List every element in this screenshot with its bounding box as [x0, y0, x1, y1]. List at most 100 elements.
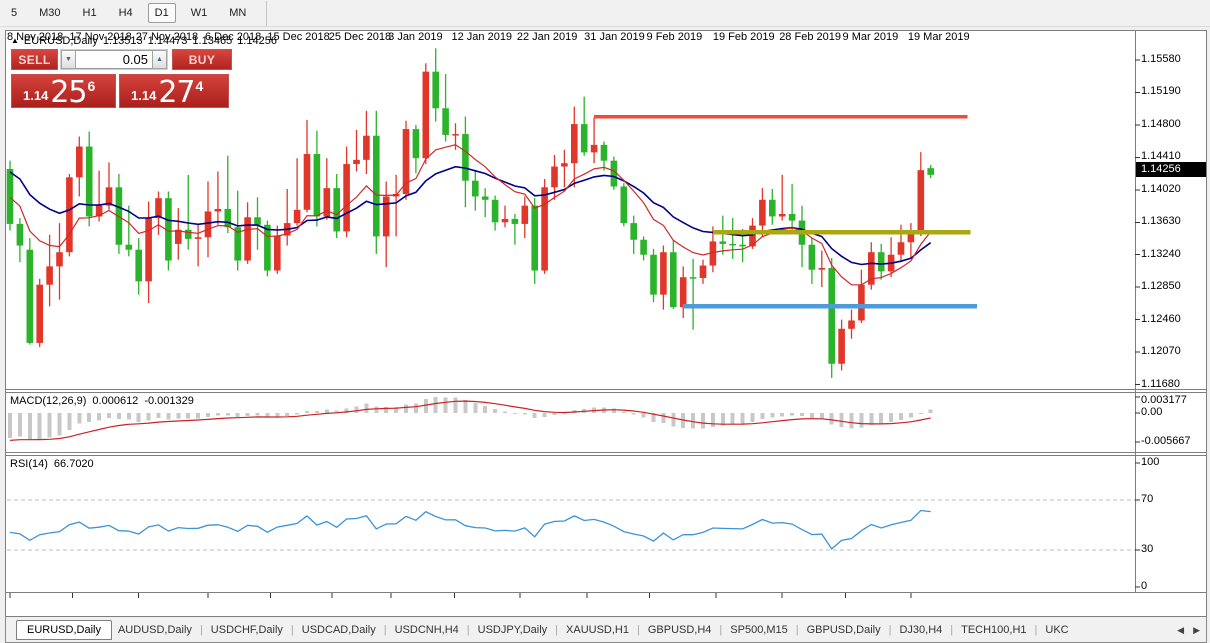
chart-tab-eurusd-daily[interactable]: EURUSD,Daily	[16, 619, 112, 640]
candle	[521, 205, 529, 224]
candle	[135, 249, 142, 282]
tab-separator: |	[555, 623, 559, 636]
candle	[917, 170, 925, 233]
candle	[818, 268, 826, 270]
candle	[165, 198, 172, 261]
candle	[382, 196, 390, 237]
candle	[590, 144, 598, 153]
candle	[838, 328, 845, 364]
macd-pane-label: MACD(12,26,9) 0.000612 -0.001329	[10, 395, 194, 407]
timeframe-toolbar: 5 M30 H1 H4 D1 W1 MN	[0, 0, 1210, 27]
sell-price-sup: 6	[87, 78, 96, 94]
candle	[739, 244, 746, 247]
candle	[373, 135, 380, 237]
candle	[580, 124, 588, 153]
time-axis-label: 22 Jan 2019	[516, 31, 578, 43]
volume-input[interactable]	[76, 50, 152, 69]
timeframe-button-m30[interactable]: M30	[39, 7, 61, 19]
candle	[610, 160, 618, 187]
candle	[363, 135, 370, 160]
chart-tab-bar: EURUSD,Daily AUDUSD,Daily | USDCHF,Daily | US…	[5, 617, 1207, 643]
candle	[462, 134, 469, 181]
candle	[511, 218, 519, 224]
candle	[877, 252, 885, 272]
candle	[868, 252, 875, 285]
current-price-tag: 1.14256	[1136, 162, 1206, 178]
timeframe-button-mn[interactable]: MN	[229, 7, 247, 19]
chart-tab-usdcad-daily[interactable]: USDCAD,Daily	[301, 623, 376, 636]
candle	[76, 146, 83, 178]
candle	[561, 163, 568, 167]
candle	[531, 205, 538, 271]
time-axis-label: 31 Jan 2019	[584, 31, 645, 43]
volume-decrease-button[interactable]: ▼	[61, 50, 76, 69]
sell-price-display[interactable]: 1.14 25 6	[11, 74, 116, 108]
candle	[95, 205, 103, 217]
chart-tab-usdchf-daily[interactable]: USDCHF,Daily	[210, 623, 283, 636]
chart-tab-usdcnh-h4[interactable]: USDCNH,H4	[394, 623, 459, 636]
chart-tab-tech100-h1[interactable]: TECH100,H1	[961, 623, 1027, 636]
timeframe-button-h1[interactable]: H1	[82, 7, 97, 19]
rsi-axis-label: 70	[1141, 493, 1154, 506]
candle	[778, 213, 786, 217]
candle	[600, 144, 608, 161]
candle	[491, 199, 499, 223]
collapse-trade-panel-icon[interactable]: ▲	[11, 36, 19, 45]
buy-price-display[interactable]: 1.14 27 4	[119, 74, 229, 108]
candle	[85, 146, 93, 217]
tab-separator: |	[636, 623, 640, 636]
candle	[620, 186, 628, 224]
time-axis-label: 17 Nov 2018	[69, 31, 132, 43]
tab-separator: |	[1034, 623, 1038, 636]
candle	[660, 252, 667, 295]
candle	[412, 129, 420, 159]
candle	[303, 154, 311, 210]
tab-separator: |	[719, 623, 723, 636]
rsi-axis-label: 30	[1141, 542, 1154, 555]
candle	[472, 180, 479, 197]
candle	[501, 218, 509, 223]
candle	[274, 235, 281, 271]
chart-tab-gbpusd-h4[interactable]: GBPUSD,H4	[647, 623, 712, 636]
chart-tab-xauusd-h1[interactable]: XAUUSD,H1	[566, 623, 629, 636]
candle	[848, 320, 855, 329]
tabs-scroll-right-icon[interactable]: ▶	[1193, 624, 1200, 635]
candle	[353, 159, 360, 165]
timeframe-button-h4[interactable]: H4	[118, 7, 133, 19]
chart-tab-usdjpy-daily[interactable]: USDJPY,Daily	[477, 623, 548, 636]
candle	[828, 268, 835, 364]
price-chart[interactable]	[6, 31, 1206, 616]
time-axis-label: 12 Jan 2019	[451, 31, 513, 43]
macd-signal-value: -0.001329	[144, 395, 194, 407]
chart-tab-audusd-daily[interactable]: AUDUSD,Daily	[117, 623, 192, 636]
price-axis-label: 1.12460	[1141, 312, 1181, 325]
time-axis-label: 6 Dec 2018	[205, 31, 262, 43]
chart-tab-dj30-h4[interactable]: DJ30,H4	[899, 623, 943, 636]
timeframe-button-w1[interactable]: W1	[190, 7, 208, 19]
chart-tab-ukc[interactable]: UKC	[1045, 623, 1069, 636]
chart-window: ▲ EURUSD,Daily 1.13513 1.14473 1.13465 1…	[5, 30, 1207, 617]
candle	[442, 108, 449, 135]
candle	[551, 166, 558, 188]
buy-price-sup: 4	[195, 78, 204, 94]
chart-tab-gbpusd-daily[interactable]: GBPUSD,Daily	[806, 623, 881, 636]
candle	[650, 254, 657, 295]
timeframe-button-d1[interactable]: D1	[147, 3, 176, 23]
tabs-scroll-left-icon[interactable]: ◀	[1177, 624, 1185, 635]
tab-separator: |	[290, 623, 294, 636]
price-axis-label: 1.12850	[1141, 280, 1181, 293]
candle	[313, 154, 321, 217]
buy-button[interactable]: BUY	[172, 49, 232, 70]
tab-separator: |	[888, 623, 892, 636]
candle	[175, 229, 182, 244]
timeframe-button-5[interactable]: 5	[11, 7, 18, 19]
rsi-line	[9, 509, 931, 550]
volume-increase-button[interactable]: ▲	[152, 50, 167, 69]
sell-button[interactable]: SELL	[11, 49, 58, 70]
candle	[125, 244, 133, 250]
rsi-axis-label: 100	[1141, 456, 1160, 468]
price-axis-label: 1.14800	[1141, 117, 1181, 130]
rsi-value: 66.7020	[53, 458, 94, 470]
tab-separator: |	[199, 623, 203, 636]
chart-tab-sp500-m15[interactable]: SP500,M15	[730, 623, 788, 636]
